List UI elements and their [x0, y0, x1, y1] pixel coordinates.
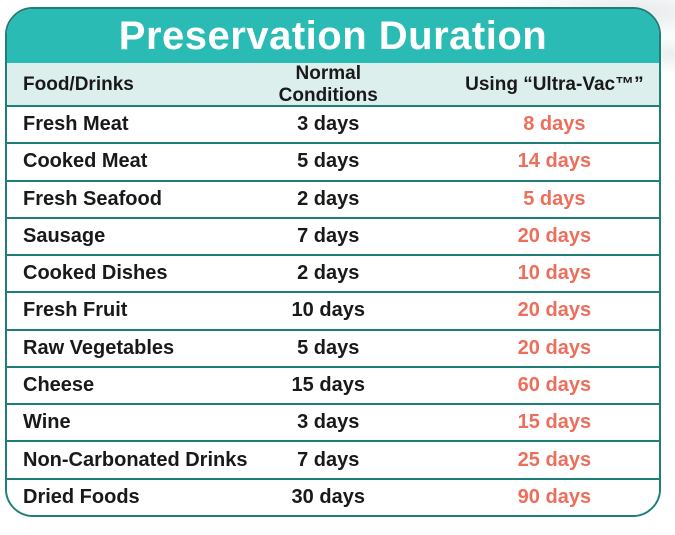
- title-band: Preservation Duration: [7, 9, 659, 63]
- ultravac-cell: 14 days: [517, 150, 592, 173]
- ultravac-cell: 20 days: [517, 336, 592, 359]
- normal-cell: 2 days: [297, 262, 360, 285]
- normal-cell: 7 days: [297, 224, 360, 247]
- table-row: Fresh Meat 3 days 8 days: [7, 105, 659, 143]
- preservation-table-card: Preservation Duration Food/Drinks Normal…: [5, 7, 661, 517]
- normal-cell: 5 days: [297, 150, 360, 173]
- food-cell: Sausage: [23, 224, 106, 247]
- table-header-row: Food/Drinks Normal Conditions Using “Ult…: [7, 63, 659, 106]
- food-cell: Non-Carbonated Drinks: [23, 448, 248, 471]
- ultravac-cell: 8 days: [523, 113, 586, 136]
- food-cell: Cooked Meat: [23, 150, 148, 173]
- normal-cell: 15 days: [291, 373, 365, 396]
- ultravac-cell: 20 days: [517, 224, 592, 247]
- ultravac-cell: 90 days: [517, 485, 592, 508]
- food-cell: Raw Vegetables: [23, 336, 175, 359]
- food-cell: Fresh Fruit: [23, 299, 128, 322]
- normal-cell: 3 days: [297, 411, 360, 434]
- table-row: Dried Foods 30 days 90 days: [7, 477, 659, 515]
- ultravac-cell: 60 days: [517, 373, 592, 396]
- ultravac-cell: 5 days: [523, 187, 586, 210]
- normal-cell: 2 days: [297, 187, 360, 210]
- normal-cell: 3 days: [297, 113, 360, 136]
- table-row: Wine 3 days 15 days: [7, 403, 659, 441]
- food-cell: Fresh Meat: [23, 113, 129, 136]
- table-row: Cheese 15 days 60 days: [7, 365, 659, 404]
- table-body: Fresh Meat 3 days 8 days Cooked Meat 5 d…: [7, 105, 659, 515]
- ultravac-cell: 10 days: [517, 262, 592, 285]
- table-row: Raw Vegetables 5 days 20 days: [7, 328, 659, 366]
- table-row: Cooked Dishes 2 days 10 days: [7, 254, 659, 292]
- table-row: Non-Carbonated Drinks 7 days 25 days: [7, 440, 659, 478]
- page-title: Preservation Duration: [118, 13, 548, 58]
- food-cell: Fresh Seafood: [23, 187, 162, 210]
- normal-cell: 10 days: [291, 299, 365, 322]
- ultravac-cell: 20 days: [517, 299, 592, 322]
- normal-cell: 30 days: [291, 485, 365, 508]
- normal-cell: 7 days: [297, 448, 360, 471]
- food-cell: Cooked Dishes: [23, 262, 168, 285]
- food-cell: Wine: [23, 411, 71, 434]
- column-header-normal: Normal Conditions: [278, 63, 378, 106]
- table-row: Cooked Meat 5 days 14 days: [7, 142, 659, 180]
- table-row: Sausage 7 days 20 days: [7, 216, 659, 255]
- ultravac-cell: 15 days: [517, 411, 592, 434]
- ultravac-cell: 25 days: [517, 448, 592, 471]
- food-cell: Cheese: [23, 373, 95, 396]
- column-header-food: Food/Drinks: [23, 74, 134, 95]
- table-row: Fresh Fruit 10 days 20 days: [7, 291, 659, 329]
- normal-cell: 5 days: [297, 336, 360, 359]
- table-row: Fresh Seafood 2 days 5 days: [7, 179, 659, 217]
- column-header-ultravac: Using “Ultra-Vac™”: [465, 74, 644, 95]
- food-cell: Dried Foods: [23, 485, 140, 508]
